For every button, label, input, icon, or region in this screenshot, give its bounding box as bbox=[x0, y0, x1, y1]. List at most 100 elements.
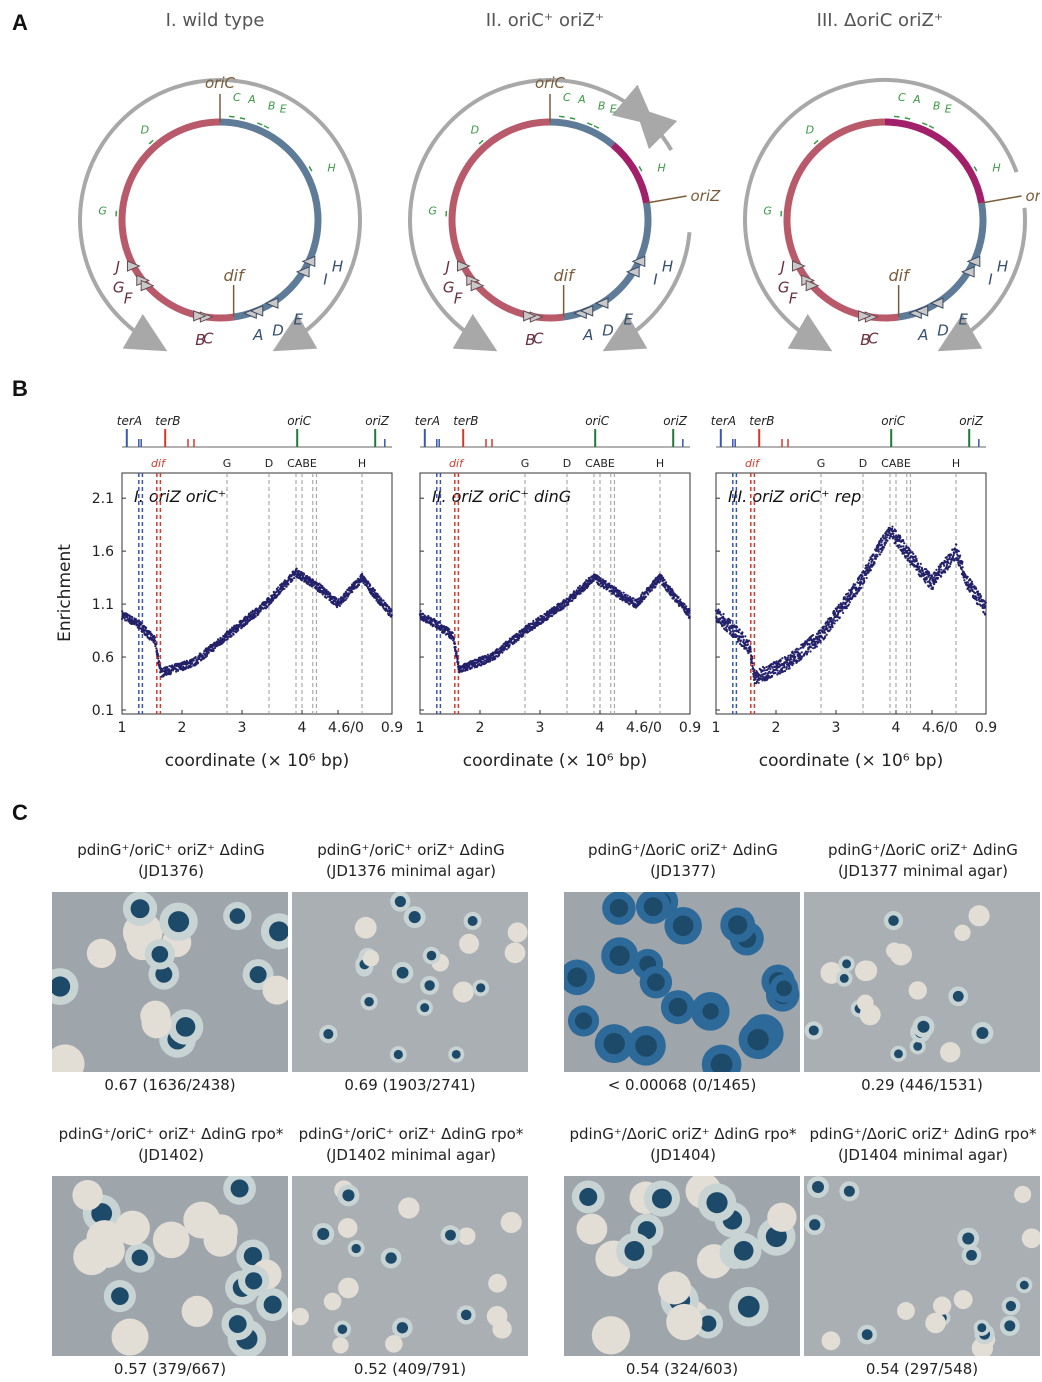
data-point bbox=[844, 603, 847, 606]
data-point bbox=[938, 570, 941, 574]
x-tick-label: 0.9 bbox=[679, 720, 701, 736]
ter-label: E bbox=[623, 310, 633, 328]
data-point bbox=[153, 636, 156, 639]
data-point bbox=[945, 555, 948, 559]
data-point bbox=[302, 573, 306, 576]
white-colony bbox=[141, 1008, 172, 1039]
data-point bbox=[604, 580, 607, 583]
data-point bbox=[589, 579, 592, 582]
data-point bbox=[486, 653, 489, 656]
data-point bbox=[771, 666, 774, 669]
data-point bbox=[628, 595, 632, 598]
data-point bbox=[768, 665, 771, 669]
data-point bbox=[321, 585, 324, 588]
colony-center bbox=[917, 1020, 930, 1033]
data-point bbox=[522, 627, 526, 630]
site-marker bbox=[263, 125, 270, 129]
data-point bbox=[583, 588, 587, 591]
data-point bbox=[807, 648, 810, 651]
ter-site-label: B bbox=[598, 99, 606, 112]
data-point bbox=[890, 527, 894, 530]
data-point bbox=[348, 592, 351, 595]
data-point bbox=[740, 644, 743, 648]
ter-site-label: C bbox=[898, 91, 906, 104]
data-point bbox=[884, 534, 887, 538]
plate-caption: pdinG⁺/ΔoriC oriZ⁺ ΔdinG rpo* (JD1404) bbox=[544, 1124, 822, 1166]
data-point bbox=[950, 560, 953, 564]
data-point bbox=[715, 615, 718, 618]
data-point bbox=[232, 633, 235, 636]
colony-center bbox=[776, 980, 792, 997]
data-point bbox=[931, 586, 935, 589]
fork-arrow-ori bbox=[549, 78, 656, 126]
data-point bbox=[917, 562, 920, 565]
data-point bbox=[672, 597, 675, 600]
data-point bbox=[437, 624, 440, 627]
track-gene-label: H bbox=[358, 457, 366, 470]
data-point bbox=[551, 614, 554, 618]
data-point bbox=[961, 560, 964, 564]
data-point bbox=[851, 597, 854, 600]
colony-center bbox=[460, 1309, 472, 1321]
colony-center bbox=[269, 921, 288, 942]
dif-label: dif bbox=[889, 266, 912, 285]
data-point bbox=[788, 664, 791, 668]
x-tick-label: 2 bbox=[178, 720, 187, 736]
data-point bbox=[512, 637, 515, 640]
data-point bbox=[373, 589, 376, 592]
data-point bbox=[791, 652, 795, 655]
data-point bbox=[212, 649, 215, 652]
fork-arrow-left bbox=[78, 78, 221, 352]
x-tick-label: 3 bbox=[832, 720, 841, 736]
data-point bbox=[880, 543, 883, 547]
colony-center bbox=[396, 966, 409, 979]
ter-site-label: C bbox=[563, 91, 571, 104]
track-gene-label: G bbox=[521, 457, 530, 470]
white-colony bbox=[183, 1201, 221, 1239]
white-colony bbox=[354, 916, 377, 939]
white-colony bbox=[854, 960, 876, 982]
data-point bbox=[858, 576, 861, 580]
plate-caption: pdinG⁺/oriC⁺ oriZ⁺ ΔdinG rpo* (JD1402 min… bbox=[272, 1124, 550, 1166]
colony-center bbox=[151, 945, 169, 963]
data-point bbox=[164, 666, 167, 669]
data-point bbox=[785, 666, 788, 669]
data-point bbox=[574, 595, 577, 598]
data-point bbox=[578, 584, 581, 587]
data-point bbox=[729, 630, 732, 633]
data-point bbox=[886, 539, 889, 542]
data-point bbox=[819, 639, 822, 642]
ter-label: I bbox=[653, 270, 658, 288]
data-point bbox=[334, 600, 337, 603]
fork-arrow-oriz-down bbox=[937, 207, 1027, 352]
track-label: terB bbox=[453, 414, 478, 428]
data-point bbox=[781, 657, 784, 660]
data-point bbox=[271, 599, 275, 602]
colony-center bbox=[646, 973, 665, 992]
data-point bbox=[800, 651, 803, 654]
ter-site-triangle bbox=[140, 279, 155, 292]
data-point bbox=[226, 637, 229, 640]
data-point bbox=[216, 638, 220, 641]
data-point bbox=[829, 628, 832, 631]
data-point bbox=[291, 579, 294, 582]
data-point bbox=[562, 598, 565, 602]
x-tick-label: 4.6/0 bbox=[328, 720, 364, 736]
ter-site-triangle bbox=[625, 266, 640, 278]
plate-genotype: pdinG⁺/ΔoriC oriZ⁺ ΔdinG rpo* bbox=[569, 1125, 797, 1143]
data-point bbox=[823, 631, 827, 635]
data-point bbox=[376, 598, 379, 601]
site-marker bbox=[239, 117, 246, 120]
plate-caption: pdinG⁺/ΔoriC oriZ⁺ ΔdinG rpo* (JD1404 min… bbox=[784, 1124, 1042, 1166]
colony-center bbox=[728, 915, 748, 935]
colony-center bbox=[424, 980, 435, 991]
colony-center bbox=[1019, 1280, 1029, 1290]
colony-center bbox=[809, 1219, 821, 1231]
oriz-label: oriZ bbox=[691, 187, 722, 205]
data-point bbox=[501, 651, 504, 654]
data-point bbox=[775, 660, 778, 663]
ter-label: J bbox=[112, 258, 119, 276]
white-colony bbox=[933, 1296, 952, 1315]
